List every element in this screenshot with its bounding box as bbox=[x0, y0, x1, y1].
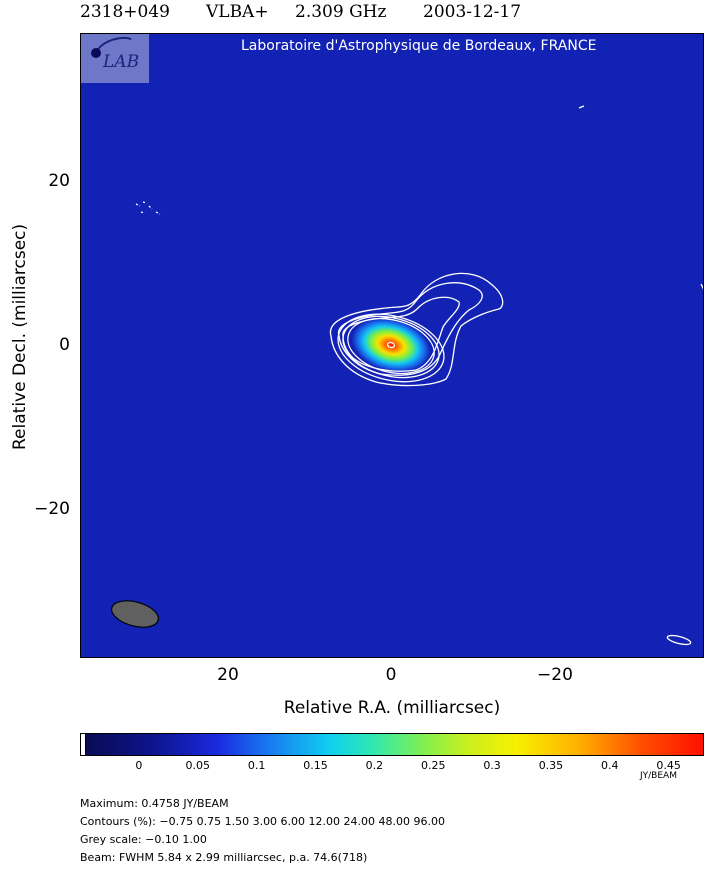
colorbar-unit: JY/BEAM bbox=[640, 771, 677, 781]
info-beam: Beam: FWHM 5.84 x 2.99 milliarcsec, p.a.… bbox=[80, 851, 368, 864]
y-tick-label: −20 bbox=[34, 499, 70, 519]
x-axis-label: Relative R.A. (milliarcsec) bbox=[283, 698, 501, 718]
contour-level bbox=[666, 634, 692, 646]
contour-level bbox=[386, 341, 396, 349]
x-tick-label: −20 bbox=[537, 665, 573, 685]
x-tick-label: 0 bbox=[385, 665, 397, 685]
beam-ellipse bbox=[111, 600, 159, 628]
contour-level bbox=[135, 201, 161, 215]
lab-logo: LAB bbox=[81, 34, 149, 83]
header-source: 2318+049 bbox=[80, 2, 170, 22]
logo-dot-icon bbox=[91, 48, 101, 58]
contour-level bbox=[337, 282, 483, 376]
colorbar bbox=[80, 733, 704, 756]
header-frequency: 2.309 GHz bbox=[295, 2, 387, 22]
colorbar-tick-label: 0.4 bbox=[601, 759, 619, 772]
colorbar-gap bbox=[81, 734, 86, 755]
contour-level bbox=[342, 315, 440, 379]
header-date: 2003-12-17 bbox=[423, 2, 522, 22]
colorbar-tick-label: 0.45 bbox=[656, 759, 681, 772]
colorbar-tick-label: 0.35 bbox=[538, 759, 564, 772]
colorbar-tick-label: 0.15 bbox=[303, 759, 328, 772]
colorbar-tick-label: 0.1 bbox=[247, 759, 266, 772]
contour-level bbox=[337, 313, 445, 383]
info-grey-scale: Grey scale: −0.10 1.00 bbox=[80, 833, 207, 846]
y-tick-label: 0 bbox=[59, 335, 70, 355]
institution-label: Laboratoire d'Astrophysique de Bordeaux,… bbox=[241, 38, 597, 54]
contour-lines bbox=[135, 105, 703, 646]
contour-level bbox=[700, 283, 703, 290]
colorbar-tick-label: 0 bbox=[135, 759, 143, 772]
map-plot-area: LAB Laboratoire d'Astrophysique de Borde… bbox=[80, 33, 704, 658]
info-maximum: Maximum: 0.4758 JY/BEAM bbox=[80, 797, 229, 810]
logo-text: LAB bbox=[103, 52, 140, 72]
contour-level bbox=[347, 317, 435, 375]
colorbar-tick-label: 0.2 bbox=[365, 759, 384, 772]
x-tick-label: 20 bbox=[217, 665, 239, 685]
info-contours: Contours (%): −0.75 0.75 1.50 3.00 6.00 … bbox=[80, 815, 445, 828]
header-array: VLBA+ bbox=[206, 2, 269, 22]
y-tick-label: 20 bbox=[48, 171, 70, 191]
contour-level bbox=[329, 272, 504, 387]
colorbar-tick-label: 0.3 bbox=[483, 759, 501, 772]
contour-level bbox=[578, 105, 585, 109]
source-emission bbox=[351, 317, 431, 373]
contour-level bbox=[342, 296, 460, 372]
colorbar-tick-label: 0.05 bbox=[185, 759, 210, 772]
map-svg bbox=[111, 105, 703, 646]
colorbar-tick-label: 0.25 bbox=[420, 759, 446, 772]
source-core bbox=[351, 317, 431, 373]
